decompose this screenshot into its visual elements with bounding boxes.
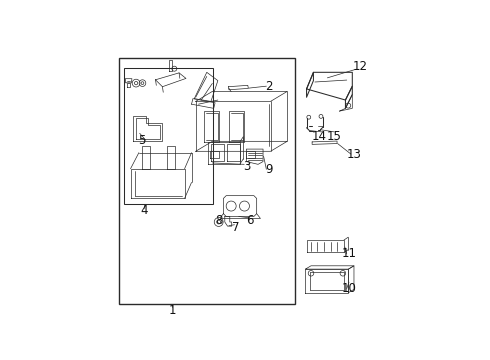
Text: 1: 1	[169, 304, 176, 317]
Text: 10: 10	[342, 282, 357, 295]
Text: 15: 15	[327, 130, 342, 143]
Text: 14: 14	[312, 130, 326, 143]
Text: 7: 7	[232, 221, 240, 234]
Text: 2: 2	[266, 80, 273, 93]
Text: 11: 11	[342, 247, 357, 260]
Text: 4: 4	[141, 204, 148, 217]
Bar	[124, 68, 213, 204]
Text: 5: 5	[138, 134, 146, 147]
Text: 3: 3	[243, 160, 251, 173]
Bar	[120, 58, 295, 304]
Text: 8: 8	[216, 214, 223, 227]
Text: 12: 12	[353, 60, 368, 73]
Text: 6: 6	[246, 214, 253, 227]
Text: 9: 9	[266, 163, 273, 176]
Text: 13: 13	[346, 148, 361, 161]
